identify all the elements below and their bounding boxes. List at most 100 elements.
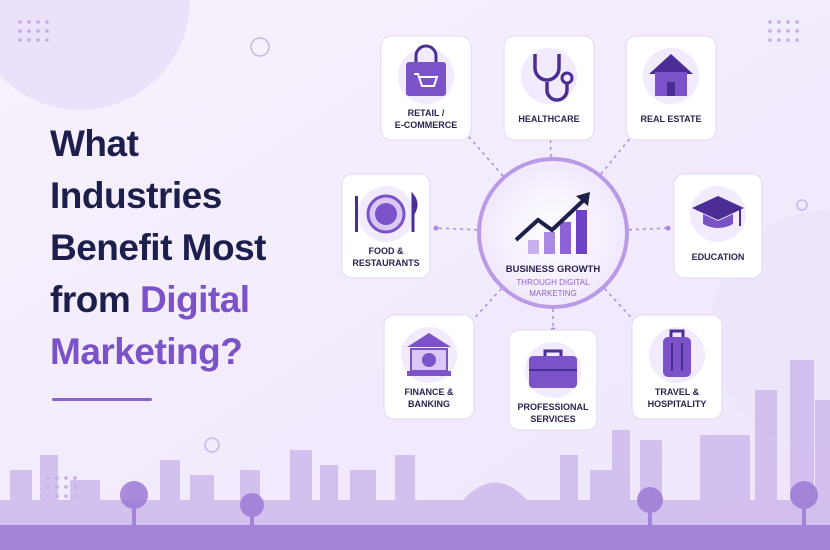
dot — [45, 38, 49, 42]
dot — [64, 494, 68, 498]
industry-card: HEALTHCARE — [503, 35, 595, 141]
dot — [36, 20, 40, 24]
industry-card: TRAVEL & HOSPITALITY — [631, 314, 723, 420]
decor-blob — [0, 0, 190, 110]
hub-subtitle: THROUGH DIGITAL — [516, 278, 590, 287]
industry-label: E-COMMERCE — [395, 120, 458, 130]
industry-label: FINANCE & — [405, 387, 454, 397]
icon-part — [669, 329, 685, 337]
icon-part — [407, 371, 451, 376]
industry-card: PROFESSIONAL SERVICES — [508, 329, 598, 431]
icon-part — [533, 54, 569, 102]
icon-part — [667, 82, 675, 96]
dot — [795, 29, 799, 33]
dot — [18, 38, 22, 42]
industry-label: RETAIL / — [408, 108, 445, 118]
dot — [786, 38, 790, 42]
icon-part — [407, 333, 451, 347]
industry-label: TRAVEL & — [655, 387, 700, 397]
industry-card: REAL ESTATE — [625, 35, 717, 141]
dot — [27, 38, 31, 42]
icon-part — [422, 353, 436, 367]
industry-icon — [406, 44, 446, 96]
dot — [786, 29, 790, 33]
industry-icon — [692, 196, 744, 228]
dot — [64, 476, 68, 480]
dot — [27, 29, 31, 33]
industry-label: FOOD & — [369, 246, 404, 256]
connector-dot — [665, 225, 671, 231]
icon-part — [355, 196, 358, 232]
dot — [27, 20, 31, 24]
connector-dot — [433, 225, 439, 231]
industry-cards: RETAIL / E-COMMERCE HEALTHCARE REAL ESTATE F… — [341, 35, 763, 431]
industry-label: REAL ESTATE — [640, 114, 701, 124]
dot — [795, 20, 799, 24]
industry-card: FOOD & RESTAURANTS — [341, 173, 431, 279]
headline-text: Benefit Most — [50, 227, 266, 268]
headline: Marketing? — [50, 331, 242, 372]
industry-label: SERVICES — [530, 414, 575, 424]
industry-icon — [529, 349, 577, 388]
headline: Benefit Most — [50, 227, 266, 268]
connector — [462, 288, 502, 331]
industry-label: HEALTHCARE — [518, 114, 579, 124]
headline: What — [50, 123, 139, 164]
icon-part — [406, 62, 446, 96]
industry-icon — [407, 333, 451, 376]
skyline-front — [0, 481, 830, 550]
industry-card: RETAIL / E-COMMERCE — [380, 35, 472, 141]
industry-icon — [533, 54, 574, 102]
headline-text: Industries — [50, 175, 222, 216]
icon-part — [529, 356, 577, 388]
headline-text: What — [50, 123, 139, 164]
industry-icon — [355, 191, 418, 234]
connector — [549, 137, 552, 158]
dot — [73, 476, 77, 480]
dot — [64, 485, 68, 489]
icon-part — [663, 337, 691, 377]
industry-label: EDUCATION — [692, 252, 745, 262]
hub-title: BUSINESS GROWTH — [506, 264, 601, 275]
dot — [777, 38, 781, 42]
headline-underline — [52, 398, 152, 401]
dot — [768, 38, 772, 42]
dot — [786, 20, 790, 24]
headline: Industries — [50, 175, 222, 216]
dot — [18, 29, 22, 33]
icon-part — [692, 196, 744, 220]
dot — [768, 29, 772, 33]
growth-icon — [514, 192, 590, 254]
headline-text: from — [50, 279, 130, 320]
icon-part — [543, 349, 563, 356]
icon-part — [560, 71, 574, 85]
icon-part — [649, 54, 693, 74]
decor-ring — [250, 37, 270, 57]
connector — [604, 288, 644, 331]
industry-label: RESTAURANTS — [352, 258, 419, 268]
headline-highlight: Marketing? — [50, 331, 242, 372]
industry-card: EDUCATION — [673, 173, 763, 279]
industry-label: PROFESSIONAL — [517, 402, 589, 412]
industry-label: BANKING — [408, 399, 450, 409]
dot — [18, 20, 22, 24]
headline-highlight: Digital — [140, 279, 250, 320]
dot — [777, 20, 781, 24]
dot — [36, 38, 40, 42]
dot — [45, 20, 49, 24]
dot — [45, 29, 49, 33]
headline: from Digital — [50, 279, 250, 320]
icon-part — [414, 44, 438, 62]
industry-card: FINANCE & BANKING — [383, 314, 475, 420]
icon-part — [411, 191, 418, 232]
hub-subtitle: MARKETING — [529, 289, 577, 298]
icon-part — [375, 203, 397, 225]
dot — [777, 29, 781, 33]
industry-label: HOSPITALITY — [648, 399, 707, 409]
dot — [36, 29, 40, 33]
decor-ring — [204, 437, 220, 453]
dot — [768, 20, 772, 24]
